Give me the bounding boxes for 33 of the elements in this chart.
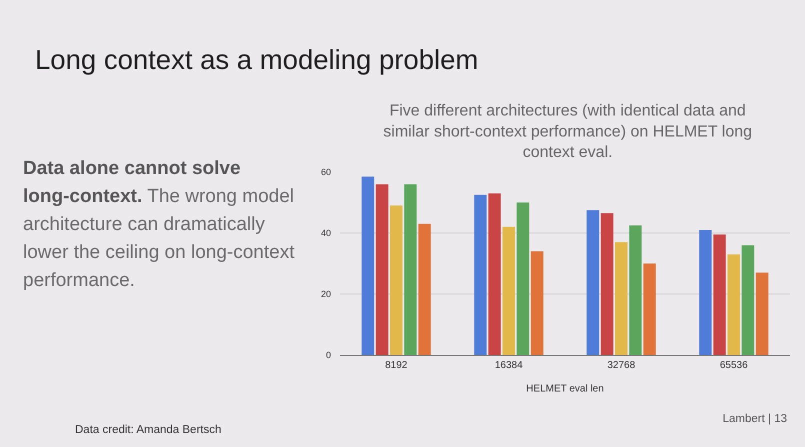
bar <box>756 272 768 355</box>
x-tick-label: 8192 <box>385 360 408 371</box>
text: Lambert | 13 <box>722 413 787 425</box>
x-axis-title: HELMET eval len <box>526 384 604 394</box>
y-tick-label: 20 <box>320 289 331 300</box>
x-tick-label: 16384 <box>494 360 524 371</box>
y-tick-label: 60 <box>320 167 331 178</box>
y-tick-label: 40 <box>320 228 331 238</box>
bar <box>742 245 754 355</box>
bar <box>615 242 628 355</box>
bar <box>404 184 417 355</box>
bar <box>376 184 388 355</box>
bar <box>362 176 374 355</box>
bar <box>643 264 656 355</box>
y-tick-label: 0 <box>326 350 331 360</box>
bar <box>600 213 614 355</box>
bar <box>629 225 642 355</box>
bar <box>390 206 402 355</box>
bar <box>530 251 544 355</box>
bar <box>713 234 726 355</box>
chart-title: Long context as a modeling problem <box>35 44 478 76</box>
bar <box>516 202 530 355</box>
bar <box>488 193 501 355</box>
bar <box>474 194 487 355</box>
bar <box>586 210 600 355</box>
chart-subtitle: Five different architectures (with identical data and similar short-context performance) on HELMET long context eval. <box>383 102 752 162</box>
x-tick-label: 65536 <box>720 360 748 371</box>
text: Data credit: Amanda Bertsch <box>75 424 222 436</box>
bar <box>418 224 431 355</box>
bar <box>728 254 740 355</box>
bar <box>502 226 515 355</box>
bar <box>699 230 712 355</box>
x-tick-label: 32768 <box>607 360 636 371</box>
